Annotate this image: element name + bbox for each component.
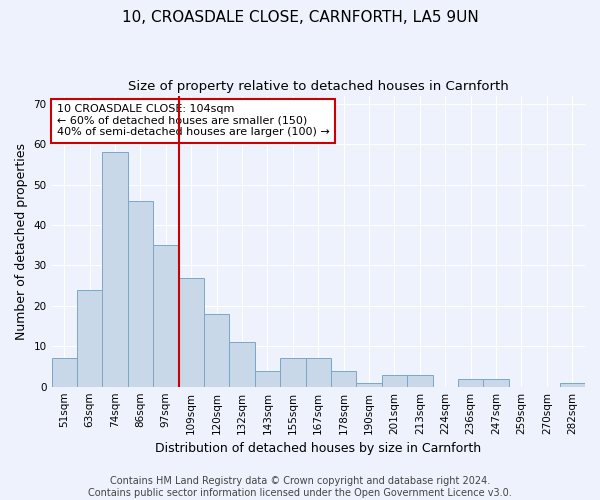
Bar [331, 370, 356, 386]
Bar [153, 245, 179, 386]
Bar [407, 374, 433, 386]
Bar [179, 278, 204, 386]
Bar [255, 370, 280, 386]
Bar [560, 382, 585, 386]
Bar [103, 152, 128, 386]
Bar [280, 358, 305, 386]
Bar [382, 374, 407, 386]
Text: Contains HM Land Registry data © Crown copyright and database right 2024.
Contai: Contains HM Land Registry data © Crown c… [88, 476, 512, 498]
Bar [458, 378, 484, 386]
Bar [77, 290, 103, 386]
Bar [128, 200, 153, 386]
X-axis label: Distribution of detached houses by size in Carnforth: Distribution of detached houses by size … [155, 442, 481, 455]
Bar [52, 358, 77, 386]
Bar [484, 378, 509, 386]
Bar [305, 358, 331, 386]
Text: 10 CROASDALE CLOSE: 104sqm
← 60% of detached houses are smaller (150)
40% of sem: 10 CROASDALE CLOSE: 104sqm ← 60% of deta… [57, 104, 329, 138]
Bar [356, 382, 382, 386]
Title: Size of property relative to detached houses in Carnforth: Size of property relative to detached ho… [128, 80, 509, 93]
Bar [204, 314, 229, 386]
Bar [229, 342, 255, 386]
Y-axis label: Number of detached properties: Number of detached properties [15, 142, 28, 340]
Text: 10, CROASDALE CLOSE, CARNFORTH, LA5 9UN: 10, CROASDALE CLOSE, CARNFORTH, LA5 9UN [122, 10, 478, 25]
